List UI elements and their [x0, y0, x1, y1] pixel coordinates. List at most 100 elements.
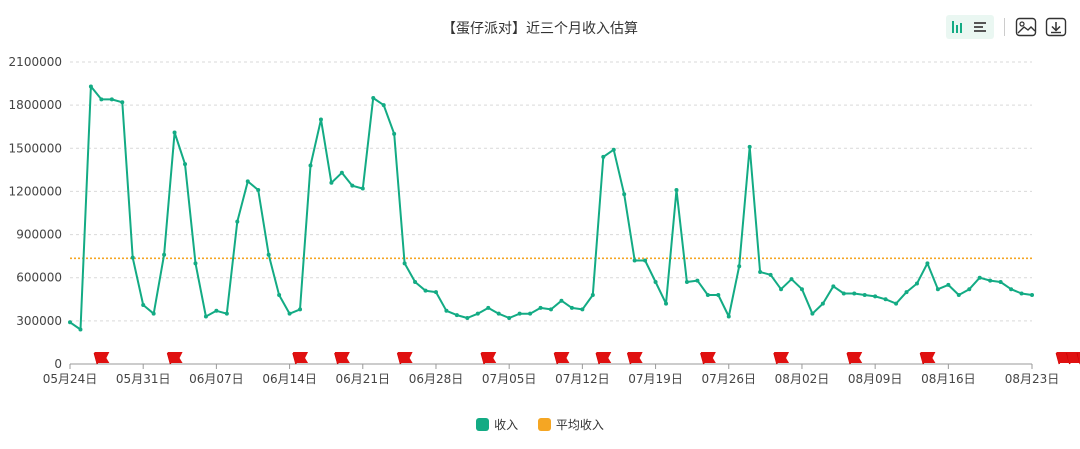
income-point — [413, 280, 418, 285]
income-point — [162, 252, 167, 257]
income-point — [203, 314, 208, 319]
income-point — [664, 301, 669, 306]
income-point — [496, 311, 501, 316]
income-point — [350, 183, 355, 188]
income-point — [183, 162, 188, 167]
legend-item-income[interactable]: 收入 — [476, 416, 518, 433]
income-point — [737, 264, 742, 269]
income-point — [643, 258, 648, 263]
income-point — [381, 103, 386, 108]
income-point — [402, 261, 407, 266]
income-point — [768, 272, 773, 277]
chart-plot-area: 0 300000 600000 900000 1200000 1500000 1800000… — [9, 55, 1080, 386]
income-point — [1030, 292, 1034, 297]
legend-label-average: 平均收入 — [555, 418, 604, 432]
event-flag-icon — [292, 352, 309, 365]
x-tick-label: 08月02日 — [775, 372, 830, 386]
legend-swatch-average — [537, 418, 551, 431]
income-point — [988, 278, 993, 283]
event-flag-icon — [595, 352, 612, 365]
x-tick-label: 08月23日 — [1005, 372, 1060, 386]
y-tick-label: 2100000 — [9, 55, 62, 69]
download-icon — [1045, 17, 1067, 37]
y-tick-label: 900000 — [16, 228, 62, 242]
income-point — [475, 311, 480, 316]
income-point — [1019, 291, 1024, 296]
income-point — [88, 84, 93, 89]
income-point — [977, 275, 982, 280]
event-flags — [93, 352, 1080, 365]
x-tick-label: 05月31日 — [116, 372, 171, 386]
income-point — [716, 292, 721, 297]
download-button[interactable] — [1044, 15, 1068, 39]
income-point — [758, 269, 763, 274]
income-point — [873, 294, 878, 299]
event-flag-cloth — [1066, 352, 1080, 363]
income-point — [831, 284, 836, 289]
y-axis-ticks: 0 300000 600000 900000 1200000 1500000 1800000… — [9, 55, 62, 371]
income-point — [423, 288, 428, 293]
event-flag-cloth — [920, 352, 936, 363]
income-point — [925, 261, 930, 266]
y-tick-label: 1800000 — [9, 98, 62, 112]
income-point — [674, 187, 679, 192]
x-tick-label: 07月26日 — [701, 372, 756, 386]
x-tick-label: 06月07日 — [189, 372, 244, 386]
income-point — [99, 97, 104, 102]
event-flag-cloth — [167, 352, 183, 363]
income-point — [235, 219, 240, 224]
toolbar-divider — [1004, 18, 1005, 36]
x-tick-label: 05月24日 — [43, 372, 98, 386]
legend-item-average[interactable]: 平均收入 — [537, 416, 604, 433]
income-point — [287, 311, 292, 316]
income-point — [852, 291, 857, 296]
income-point — [590, 292, 595, 297]
save-image-button[interactable] — [1014, 15, 1038, 39]
save-image-icon — [1015, 17, 1037, 37]
event-flag-cloth — [774, 352, 790, 363]
income-point — [360, 186, 365, 191]
income-point — [214, 308, 219, 313]
event-flag-cloth — [554, 352, 570, 363]
income-point — [967, 287, 972, 292]
legend-label-income: 收入 — [494, 418, 519, 432]
x-tick-label: 08月16日 — [921, 372, 976, 386]
event-flag-cloth — [293, 352, 309, 363]
x-tick-label: 07月12日 — [555, 372, 610, 386]
income-point — [894, 301, 899, 306]
event-flag-cloth — [481, 352, 497, 363]
event-flag-icon — [334, 352, 350, 365]
income-point — [151, 311, 156, 316]
event-flag-icon — [93, 352, 110, 365]
income-point — [266, 252, 271, 257]
y-tick-label: 600000 — [16, 271, 62, 285]
income-point — [339, 170, 344, 175]
event-flag-icon — [919, 352, 936, 365]
income-point — [601, 154, 606, 159]
income-point — [799, 287, 804, 292]
y-tick-label: 1500000 — [9, 141, 62, 155]
income-point — [172, 130, 177, 135]
income-point — [611, 147, 616, 152]
bar-line-switch-button[interactable] — [946, 15, 994, 39]
income-point — [820, 301, 825, 306]
y-tick-label: 1200000 — [9, 184, 62, 198]
event-flag-icon — [396, 352, 413, 365]
income-point — [580, 307, 585, 312]
income-point — [130, 255, 135, 260]
event-flag-cloth — [94, 352, 110, 363]
legend-swatch-income — [476, 418, 490, 431]
income-point — [904, 290, 909, 295]
event-flag-cloth — [700, 352, 716, 363]
income-point — [507, 315, 512, 320]
income-point — [277, 292, 282, 297]
income-point — [695, 278, 700, 283]
income-point — [256, 187, 261, 192]
income-point — [392, 131, 397, 136]
income-point — [747, 144, 752, 149]
event-flag-icon — [1066, 352, 1080, 365]
income-point — [684, 280, 689, 285]
income-point — [465, 315, 470, 320]
event-flag-icon — [846, 352, 863, 365]
income-point — [810, 311, 815, 316]
